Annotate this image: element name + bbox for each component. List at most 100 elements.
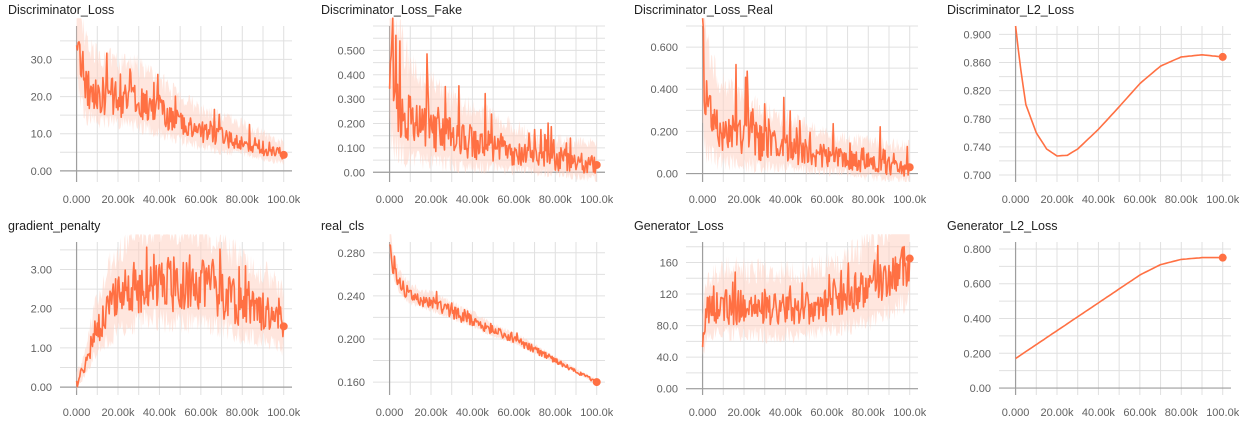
y-tick-label: 0.400 bbox=[337, 70, 365, 82]
series-end-point bbox=[592, 378, 601, 387]
x-tick-label: 80.00k bbox=[1165, 194, 1199, 206]
chart-panel-discriminator-loss-real: Discriminator_Loss_Real 0.00 0.200 0.400 0.… bbox=[626, 0, 926, 213]
x-tick-label: 60.00k bbox=[184, 194, 218, 206]
series-end-point bbox=[279, 322, 288, 331]
series-end-point bbox=[279, 150, 288, 159]
x-tick-label: 100.0k bbox=[893, 407, 926, 419]
x-tick-label: 0.000 bbox=[376, 194, 404, 206]
y-tick-label: 0.300 bbox=[337, 94, 365, 106]
y-tick-label: 160 bbox=[660, 258, 678, 270]
y-tick-label: 40.0 bbox=[657, 352, 678, 364]
x-tick-label: 0.000 bbox=[63, 407, 91, 419]
series-band bbox=[389, 234, 597, 384]
y-tick-label: 0.00 bbox=[657, 169, 678, 181]
y-tick-label: 10.0 bbox=[31, 129, 52, 141]
y-tick-label: 80.0 bbox=[657, 321, 678, 333]
x-tick-label: 20.00k bbox=[414, 407, 448, 419]
x-tick-label: 0.000 bbox=[1002, 407, 1030, 419]
x-tick-label: 20.00k bbox=[101, 194, 135, 206]
x-tick-label: 20.00k bbox=[414, 194, 448, 206]
chart-title: Discriminator_Loss_Fake bbox=[321, 3, 463, 17]
series-line bbox=[701, 244, 911, 348]
x-tick-label: 20.00k bbox=[727, 407, 761, 419]
x-tick-label: 60.00k bbox=[497, 407, 531, 419]
x-tick-label: 80.00k bbox=[539, 194, 573, 206]
chart-discriminator-loss-real: 0.00 0.200 0.400 0.600 0.000 20.00k 40.00k 60.0… bbox=[650, 18, 926, 206]
x-tick-label: 40.00k bbox=[1082, 407, 1116, 419]
series-line bbox=[388, 17, 598, 174]
x-tick-label: 60.00k bbox=[1123, 407, 1157, 419]
y-tick-label: 30.0 bbox=[31, 54, 52, 66]
x-tick-label: 100.0k bbox=[267, 194, 300, 206]
x-tick-label: 100.0k bbox=[580, 194, 613, 206]
series-band bbox=[76, 234, 284, 391]
chart-panel-discriminator-loss: Discriminator_Loss 0.00 10.0 20.0 30.0 0.000… bbox=[0, 0, 300, 213]
y-tick-label: 0.280 bbox=[337, 248, 365, 260]
y-tick-label: 120 bbox=[660, 289, 678, 301]
x-tick-label: 0.000 bbox=[1002, 194, 1030, 206]
x-tick-label: 100.0k bbox=[1206, 194, 1239, 206]
x-tick-label: 0.000 bbox=[63, 194, 91, 206]
chart-real-cls: 0.160 0.200 0.240 0.280 0.000 20.00k 40.00k 60.… bbox=[337, 234, 613, 419]
x-tick-label: 80.00k bbox=[1165, 407, 1199, 419]
chart-title: Discriminator_Loss_Real bbox=[634, 3, 773, 17]
series-band bbox=[76, 18, 284, 165]
y-tick-label: 0.400 bbox=[650, 84, 678, 96]
y-tick-label: 0.00 bbox=[344, 167, 365, 179]
y-tick-label: 0.160 bbox=[337, 377, 365, 389]
chart-discriminator-loss-fake: 0.00 0.100 0.200 0.300 0.400 0.500 0.000 20.00k… bbox=[337, 17, 613, 206]
chart-title: gradient_penalty bbox=[8, 219, 101, 233]
x-tick-label: 0.000 bbox=[689, 407, 717, 419]
chart-gradient-penalty: 0.00 1.00 2.00 3.00 0.000 20.00k 40.00k 60.00k 8… bbox=[31, 234, 300, 419]
chart-title: real_cls bbox=[321, 219, 365, 233]
y-tick-label: 0.00 bbox=[657, 384, 678, 396]
y-tick-label: 20.0 bbox=[31, 92, 52, 104]
chart-panel-gradient-penalty: gradient_penalty 0.00 1.00 2.00 3.00 0.000 20… bbox=[0, 216, 300, 429]
series-line bbox=[75, 246, 285, 388]
y-tick-label: 2.00 bbox=[31, 304, 52, 316]
y-tick-label: 0.700 bbox=[963, 170, 991, 182]
chart-generator-loss: 0.00 40.0 80.0 120 160 0.000 20.00k 40.00k 60.00… bbox=[657, 234, 926, 419]
y-tick-label: 0.200 bbox=[337, 334, 365, 346]
series-line bbox=[1015, 256, 1223, 360]
x-tick-label: 0.000 bbox=[689, 194, 717, 206]
x-tick-label: 100.0k bbox=[580, 407, 613, 419]
x-tick-label: 0.000 bbox=[376, 407, 404, 419]
series-line bbox=[388, 244, 598, 384]
y-tick-label: 0.100 bbox=[337, 143, 365, 155]
x-tick-label: 100.0k bbox=[893, 194, 926, 206]
chart-discriminator-loss: 0.00 10.0 20.0 30.0 0.000 20.00k 40.00k 60.00k 8… bbox=[31, 18, 300, 206]
series-end-point bbox=[1218, 52, 1227, 61]
x-tick-label: 20.00k bbox=[1040, 194, 1074, 206]
y-tick-label: 0.820 bbox=[963, 86, 991, 98]
series-end-point bbox=[1218, 253, 1227, 262]
x-tick-label: 60.00k bbox=[810, 194, 844, 206]
x-tick-label: 40.00k bbox=[143, 407, 177, 419]
y-tick-label: 0.200 bbox=[337, 119, 365, 131]
series-end-point bbox=[905, 254, 914, 263]
y-tick-label: 0.780 bbox=[963, 114, 991, 126]
x-tick-label: 20.00k bbox=[1040, 407, 1074, 419]
y-tick-label: 0.900 bbox=[963, 29, 991, 41]
x-tick-label: 60.00k bbox=[497, 194, 531, 206]
y-tick-label: 0.740 bbox=[963, 142, 991, 154]
series-end-point bbox=[905, 163, 914, 172]
x-tick-label: 60.00k bbox=[1123, 194, 1157, 206]
series-line bbox=[1014, 25, 1223, 157]
y-tick-label: 0.860 bbox=[963, 58, 991, 70]
y-tick-label: 0.00 bbox=[31, 166, 52, 178]
x-tick-label: 40.00k bbox=[143, 194, 177, 206]
y-tick-label: 0.600 bbox=[650, 42, 678, 54]
x-tick-label: 20.00k bbox=[101, 407, 135, 419]
x-tick-label: 60.00k bbox=[184, 407, 218, 419]
chart-generator-l2-loss: 0.00 0.200 0.400 0.600 0.800 0.000 20.00k 40.00… bbox=[963, 242, 1239, 419]
chart-panel-discriminator-loss-fake: Discriminator_Loss_Fake 0.00 0.100 0.200 0.… bbox=[313, 0, 613, 213]
x-tick-label: 40.00k bbox=[456, 194, 490, 206]
chart-panel-discriminator-l2-loss: Discriminator_L2_Loss 0.700 0.740 0.780 0.8… bbox=[939, 0, 1239, 213]
chart-panel-generator-loss: Generator_Loss 0.00 40.0 80.0 120 160 0.000 20… bbox=[626, 216, 926, 429]
y-tick-label: 0.00 bbox=[970, 383, 991, 395]
y-tick-label: 0.800 bbox=[963, 244, 991, 256]
x-tick-label: 20.00k bbox=[727, 194, 761, 206]
x-tick-label: 40.00k bbox=[456, 407, 490, 419]
chart-panel-generator-l2-loss: Generator_L2_Loss 0.00 0.200 0.400 0.600 0.8… bbox=[939, 216, 1239, 429]
